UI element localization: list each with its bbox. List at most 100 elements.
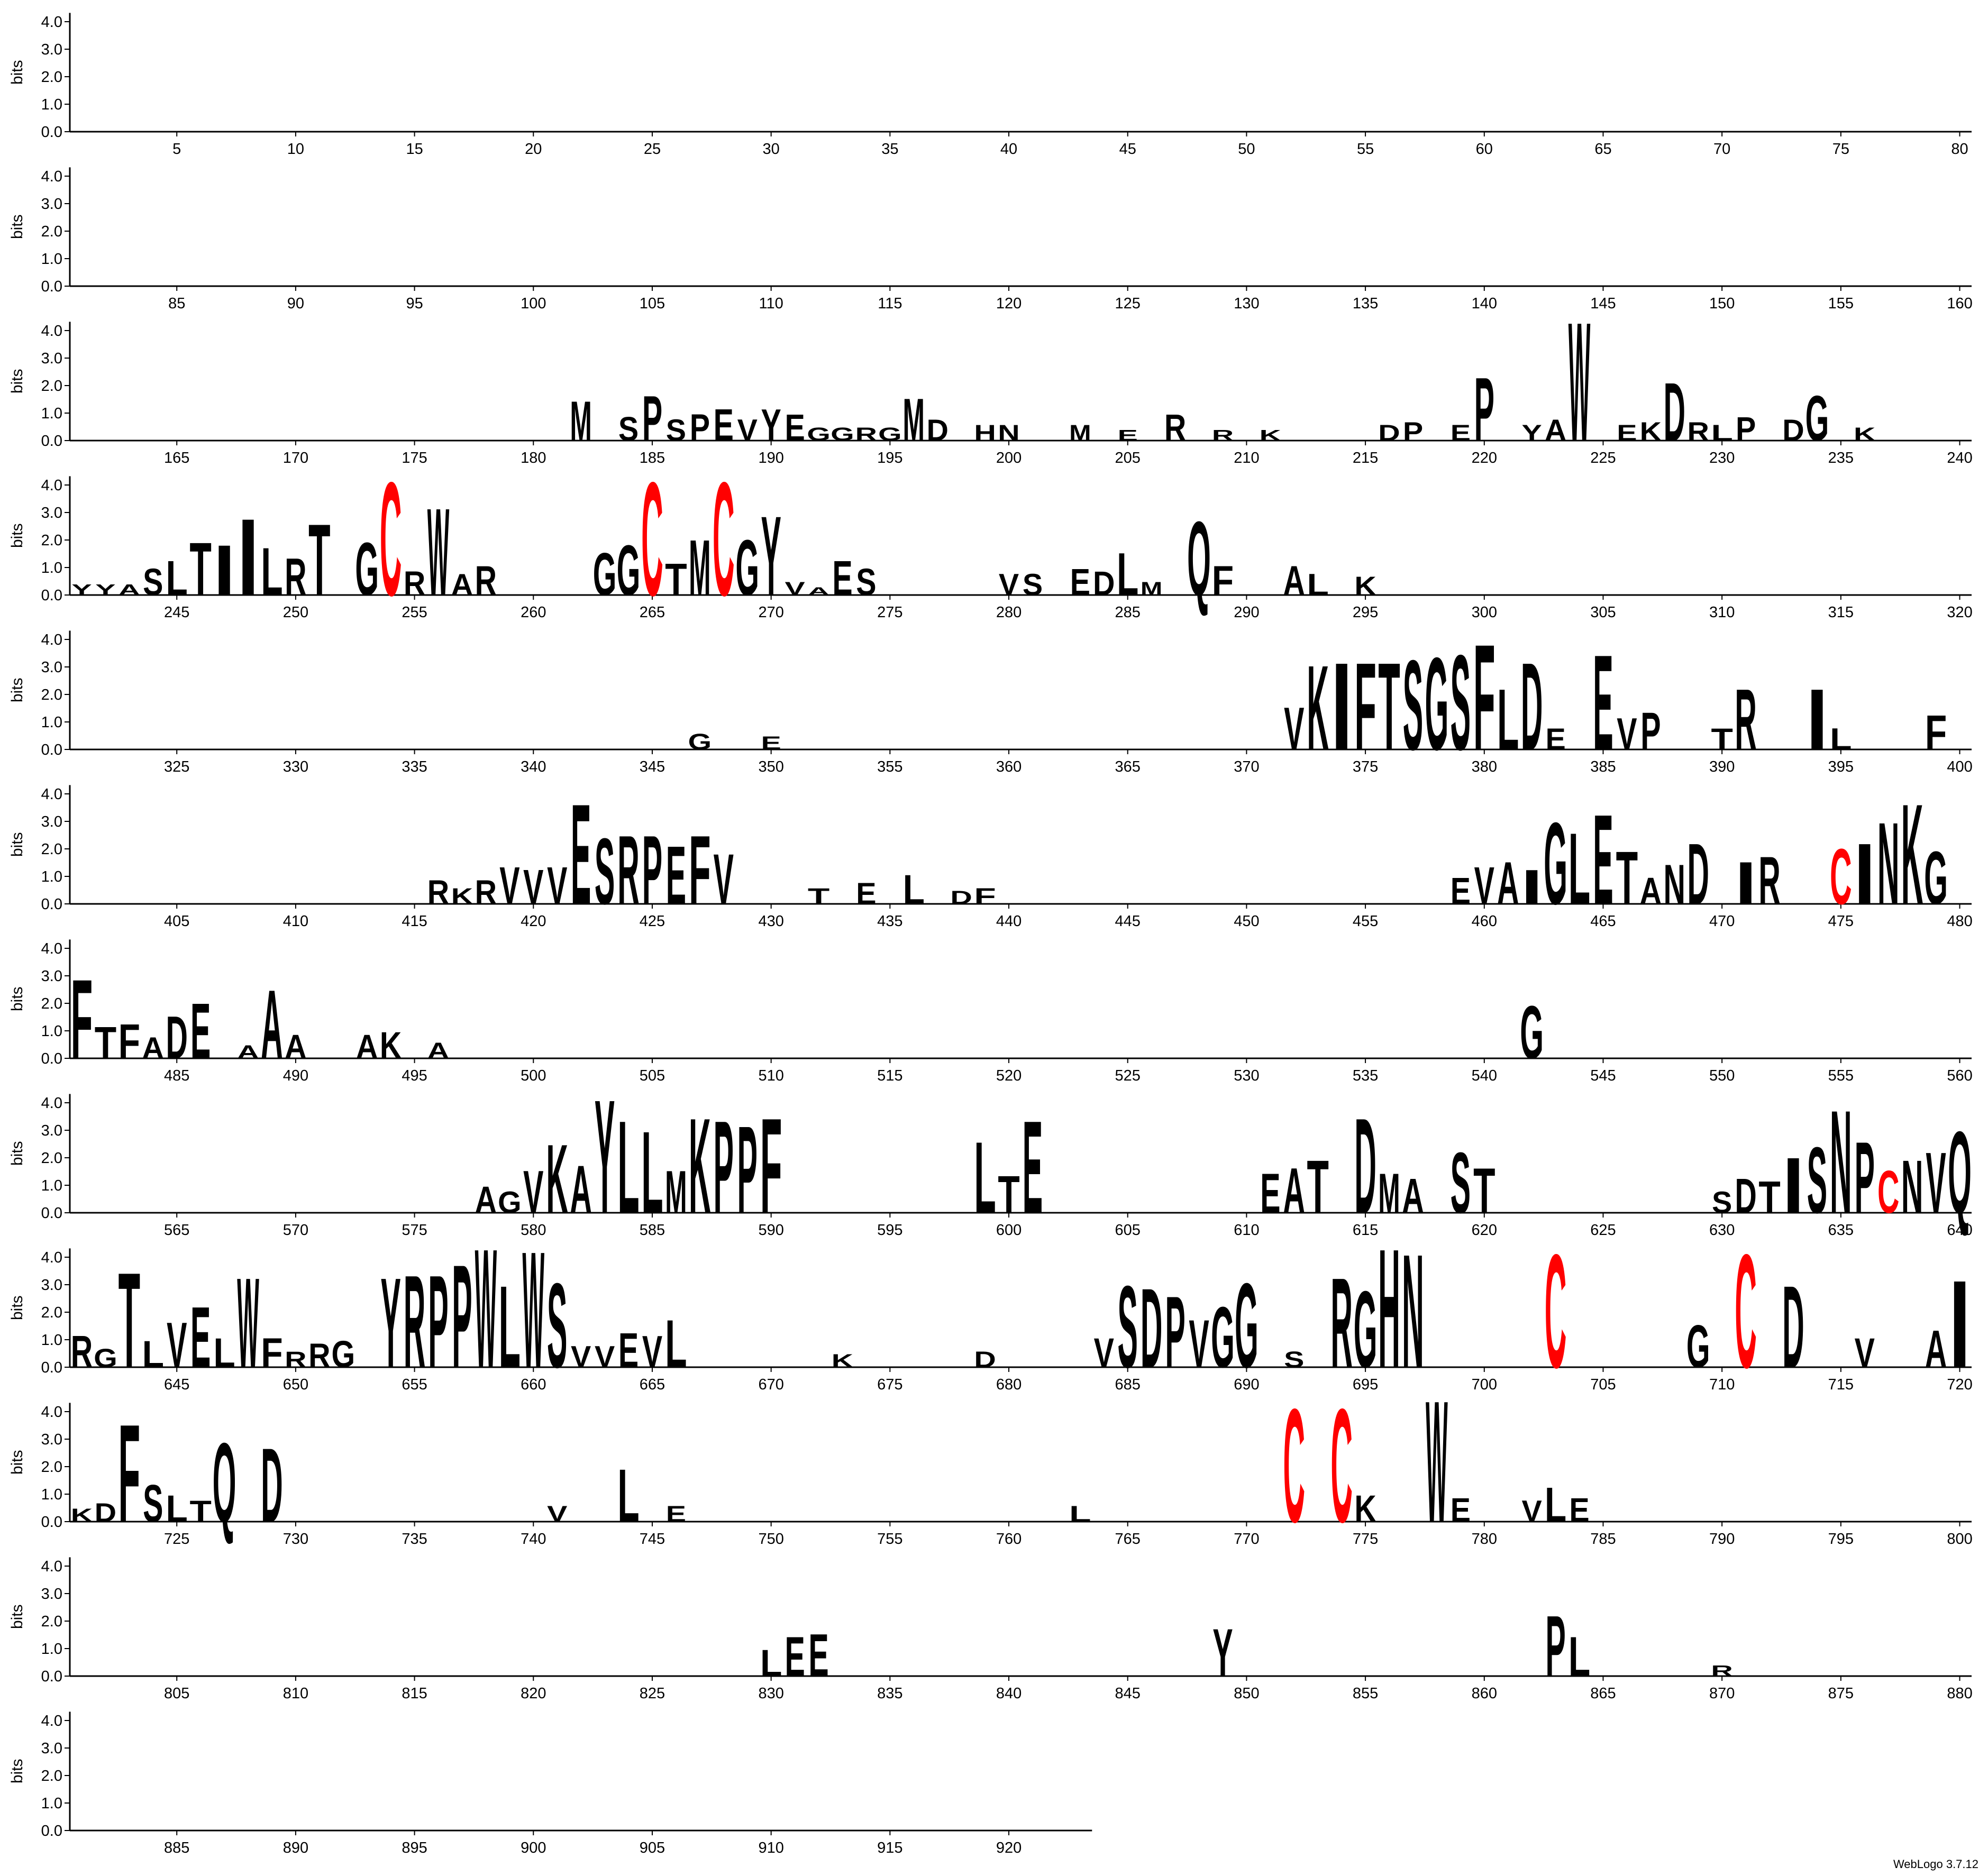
letter-stack: R	[285, 548, 306, 607]
logo-letter: P	[1640, 702, 1661, 762]
letter-stack: T	[1616, 836, 1638, 920]
letter-stack: K	[71, 1505, 93, 1526]
logo-letter: W	[1568, 287, 1591, 477]
letter-stack: I	[1331, 637, 1353, 776]
logo-letter: R	[404, 1248, 425, 1395]
letter-stack: V	[167, 1310, 187, 1381]
y-tick-label: 2.0	[41, 841, 62, 858]
logo-letter: M	[1378, 1161, 1400, 1225]
x-tick-label: 540	[1472, 1067, 1497, 1084]
logo-letter: G	[1354, 1269, 1378, 1391]
letter-stack: E	[761, 733, 781, 754]
letter-stack: F	[118, 1014, 140, 1069]
y-tick-label: 3.0	[41, 1431, 62, 1448]
letter-stack: E	[785, 406, 805, 449]
logo-letter: E	[1451, 1491, 1471, 1529]
x-tick-label: 905	[640, 1840, 665, 1856]
x-tick-label: 645	[164, 1376, 189, 1393]
logo-letter: K	[1307, 640, 1328, 775]
letter-stack: C	[1283, 1375, 1305, 1556]
x-tick-label: 145	[1590, 295, 1616, 312]
x-tick-label: 575	[402, 1222, 427, 1239]
letter-stack: A	[808, 585, 829, 598]
x-tick-label: 790	[1709, 1531, 1735, 1548]
x-tick-label: 815	[402, 1685, 427, 1702]
x-tick-label: 810	[283, 1685, 308, 1702]
logo-letter: L	[617, 1093, 639, 1241]
x-tick-label: 835	[877, 1685, 902, 1702]
logo-letter: I	[1521, 860, 1543, 915]
logo-letter: R	[427, 873, 449, 911]
x-tick-label: 795	[1828, 1531, 1854, 1548]
logo-letter: C	[380, 448, 402, 629]
logo-letter: A	[1283, 557, 1305, 604]
logo-letter: G	[1211, 1289, 1235, 1386]
y-axis-label: bits	[8, 214, 26, 239]
x-tick-label: 95	[406, 295, 423, 312]
x-tick-label: 5	[172, 141, 181, 158]
letter-stack: G	[1805, 383, 1829, 454]
logo-letter: L	[1307, 568, 1329, 602]
logo-letter: E	[1593, 628, 1613, 779]
letter-stack: P	[642, 383, 662, 454]
x-tick-label: 765	[1115, 1531, 1141, 1548]
letter-stack: V	[714, 840, 734, 920]
logo-letter: A	[261, 971, 282, 1080]
letter-stack: L	[1497, 671, 1519, 768]
letter-stack: E	[1451, 420, 1471, 445]
letter-stack: L	[1568, 811, 1590, 926]
x-tick-label: 390	[1709, 758, 1735, 775]
letter-stack: G	[688, 729, 712, 754]
logo-letter: S	[666, 414, 686, 447]
letter-stack: K	[546, 1125, 568, 1234]
logo-letter: G	[593, 541, 617, 609]
letter-stack: D	[1354, 1091, 1376, 1242]
logo-letter: Q	[213, 1420, 236, 1546]
logo-letter: S	[1807, 1128, 1827, 1233]
logo-letter: K	[1854, 424, 1876, 445]
logo-letter: N	[998, 420, 1019, 445]
letter-stack: D	[261, 1427, 282, 1545]
letter-stack: P	[452, 1234, 472, 1399]
letter-stack: E	[1118, 427, 1138, 444]
letter-stack: T	[998, 1166, 1019, 1224]
logo-letter: F	[71, 956, 93, 1083]
letter-stack: N	[998, 420, 1019, 445]
logo-letter: R	[1735, 672, 1756, 768]
x-tick-label: 535	[1353, 1067, 1378, 1084]
x-tick-label: 155	[1828, 295, 1854, 312]
logo-letter: G	[1425, 630, 1449, 777]
letter-stack: A	[237, 1042, 259, 1063]
letter-stack: I	[1806, 672, 1828, 768]
logo-letter: G	[1544, 799, 1567, 929]
logo-letter: C	[713, 448, 734, 629]
x-tick-label: 25	[644, 141, 661, 158]
logo-letter: A	[1925, 1320, 1947, 1379]
logo-letter: C	[1735, 1220, 1756, 1402]
logo-letter: A	[142, 1031, 164, 1065]
x-tick-label: 215	[1353, 450, 1378, 466]
letter-stack: D	[974, 1347, 996, 1372]
x-tick-label: 650	[283, 1376, 308, 1393]
x-tick-label: 475	[1828, 913, 1854, 930]
letter-stack: E	[571, 774, 591, 935]
letter-stack: K	[832, 1351, 854, 1372]
x-tick-label: 60	[1476, 141, 1493, 158]
logo-letter: L	[1568, 811, 1590, 926]
y-axis-label: bits	[8, 1450, 26, 1475]
y-tick-label: 0.0	[41, 1823, 62, 1840]
x-tick-label: 420	[521, 913, 546, 930]
x-tick-label: 560	[1947, 1067, 1972, 1084]
x-tick-label: 225	[1590, 450, 1616, 466]
x-tick-label: 175	[402, 450, 427, 466]
logo-letter: L	[641, 1107, 663, 1238]
logo-letter: E	[666, 1501, 686, 1526]
logo-letter: L	[1711, 420, 1732, 446]
x-tick-label: 700	[1472, 1376, 1497, 1393]
logo-letter: P	[642, 816, 662, 926]
x-tick-label: 505	[640, 1067, 665, 1084]
x-tick-label: 210	[1234, 450, 1259, 466]
x-tick-label: 530	[1234, 1067, 1259, 1084]
y-tick-label: 1.0	[41, 1177, 62, 1194]
x-tick-label: 710	[1709, 1376, 1735, 1393]
